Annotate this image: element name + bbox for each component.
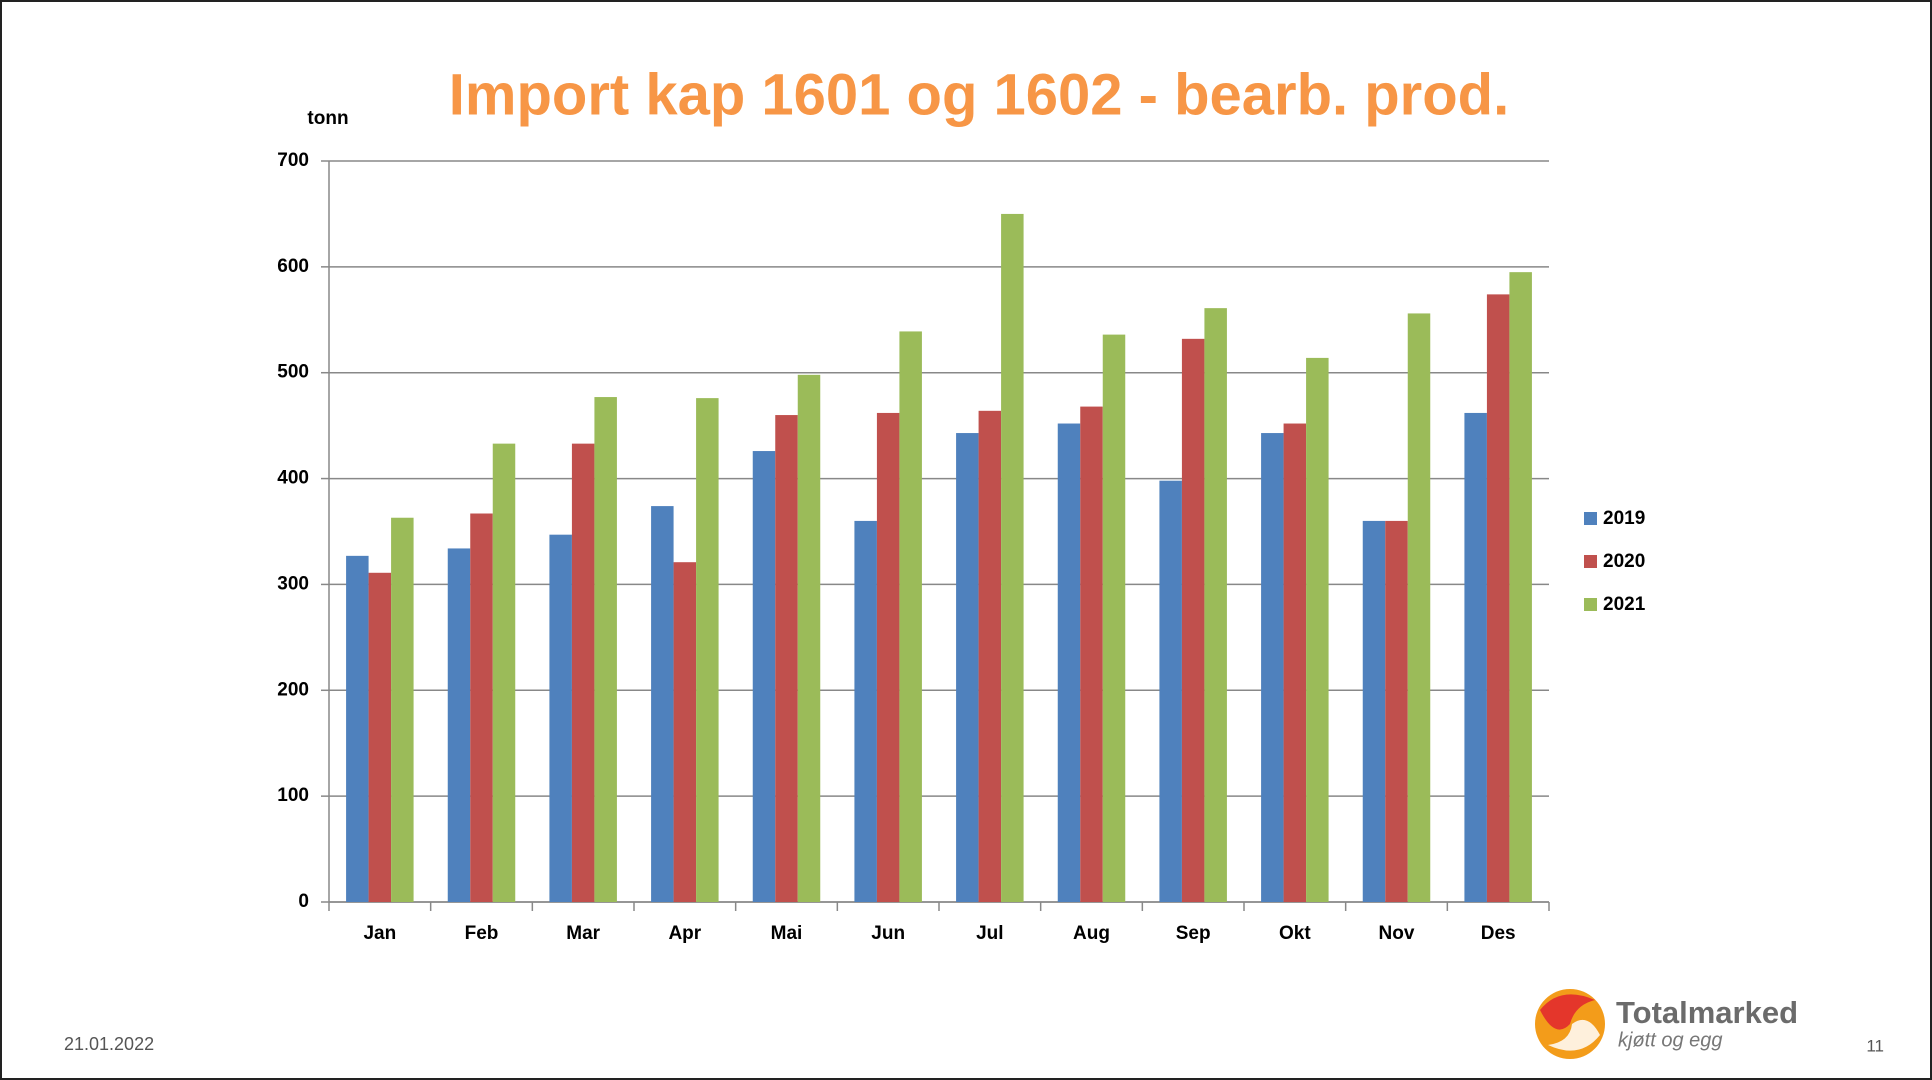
bar (651, 506, 674, 902)
logo-name: Totalmarked (1616, 995, 1798, 1030)
bar (854, 520, 877, 902)
bar (470, 513, 493, 902)
bar (1362, 520, 1386, 902)
y-tick-label: 0 (298, 891, 309, 912)
bar (594, 397, 617, 902)
x-tick-label: Jul (976, 923, 1003, 944)
bar (447, 548, 471, 902)
bar (1306, 357, 1329, 902)
y-tick-label: 100 (277, 785, 309, 806)
bar (571, 443, 595, 902)
bar (797, 374, 821, 902)
bar (368, 572, 392, 902)
bar (899, 331, 922, 902)
bar (1001, 213, 1024, 902)
bar (956, 433, 979, 902)
logo-swirl (1540, 994, 1595, 1030)
x-tick-label: Jun (871, 923, 905, 944)
bar (1204, 308, 1227, 902)
x-tick-label: Mai (771, 923, 803, 944)
logo-swirl (1548, 1019, 1600, 1051)
y-tick-label: 200 (277, 679, 309, 700)
bar (696, 398, 719, 902)
bar (1261, 433, 1284, 902)
legend-swatch (1584, 598, 1597, 611)
bar (1102, 334, 1126, 902)
legend-label: 2020 (1603, 551, 1645, 572)
bar (346, 555, 369, 902)
x-tick-label: Apr (668, 923, 701, 944)
bar (673, 562, 697, 902)
y-axis-label: tonn (307, 108, 348, 129)
y-tick-label: 300 (277, 573, 309, 594)
bar (1509, 272, 1532, 902)
footer-date: 21.01.2022 (64, 1034, 154, 1054)
x-tick-label: Aug (1073, 923, 1110, 944)
x-tick-label: Okt (1279, 923, 1311, 944)
bar (549, 534, 572, 902)
chart-title: Import kap 1601 og 1602 - bearb. prod. (449, 62, 1509, 127)
legend-label: 2019 (1603, 508, 1645, 529)
bar (1385, 520, 1408, 902)
x-tick-label: Jan (363, 923, 396, 944)
bar (876, 412, 900, 902)
bar (1486, 294, 1510, 902)
y-tick-label: 500 (277, 362, 309, 383)
bar (1181, 338, 1205, 903)
bar (1407, 313, 1431, 902)
bar (978, 410, 1002, 902)
y-tick-label: 700 (277, 150, 309, 171)
logo-tagline: kjøtt og egg (1618, 1029, 1723, 1051)
bar (752, 451, 776, 902)
bar (1283, 423, 1307, 902)
x-tick-label: Feb (465, 923, 499, 944)
x-tick-label: Nov (1379, 923, 1415, 944)
y-tick-label: 400 (277, 468, 309, 489)
x-tick-label: Des (1481, 923, 1516, 944)
y-tick-label: 600 (277, 256, 309, 277)
bar (1159, 480, 1182, 902)
page-number: 11 (1866, 1036, 1884, 1055)
legend-label: 2021 (1603, 594, 1646, 615)
x-tick-label: Sep (1176, 923, 1211, 944)
bar (1057, 423, 1081, 902)
bar (1464, 412, 1487, 902)
legend-swatch (1584, 555, 1597, 568)
bar (775, 415, 798, 902)
bar (492, 443, 516, 902)
bar (1080, 406, 1103, 902)
bar (391, 517, 414, 902)
logo: Totalmarked kjøtt og egg (1535, 989, 1798, 1059)
x-tick-label: Mar (566, 923, 600, 944)
legend-swatch (1584, 512, 1597, 525)
